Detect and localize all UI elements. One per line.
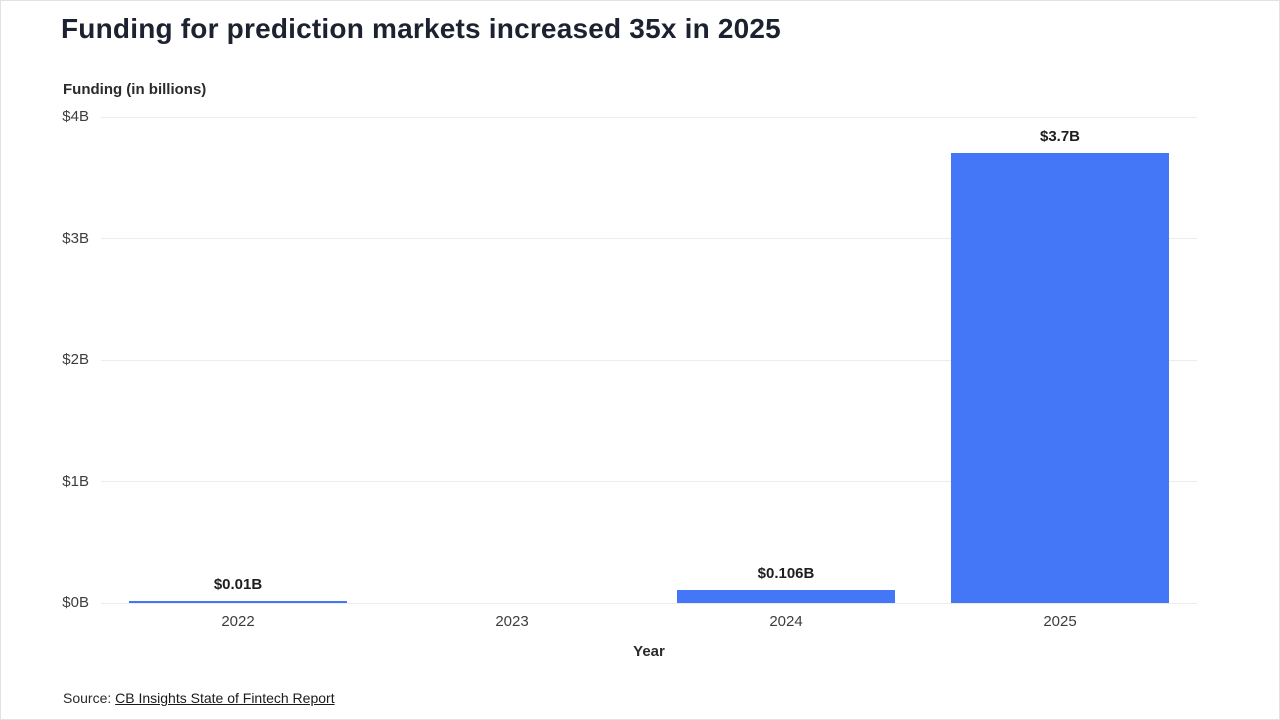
gridline (101, 602, 1197, 604)
y-tick-label: $3B (62, 229, 89, 247)
y-tick-label: $4B (62, 108, 89, 125)
y-axis-title: Funding (in billions) (63, 81, 207, 98)
x-tick-label: 2022 (221, 613, 255, 630)
source-prefix: Source: (63, 690, 116, 706)
gridline (101, 116, 1197, 118)
y-tick-label: $2B (62, 351, 89, 368)
x-tick-label: 2023 (495, 613, 529, 630)
x-tick-label: 2025 (1043, 613, 1077, 630)
y-tick-label: $0B (62, 594, 89, 611)
x-axis-title: Year (633, 643, 665, 660)
bar-2022 (129, 601, 347, 603)
source-link[interactable]: CB Insights State of Fintech Report (115, 690, 335, 706)
bar-value-label: $3.7B (1039, 128, 1081, 146)
source-line: Source: CB Insights State of Fintech Rep… (63, 690, 335, 706)
bar-2024 (677, 590, 895, 603)
plot-area: $0B $1B $2B $3B $4B $0.01B 2022 2023 $0.106B 2024… (62, 108, 1197, 630)
gridline (101, 238, 1197, 239)
bar-value-label: $0.01B (213, 576, 263, 593)
bar-2025 (951, 153, 1169, 603)
gridline (101, 359, 1197, 361)
bar-value-label: $0.106B (757, 565, 815, 583)
chart-title: Funding for prediction markets increased… (61, 13, 781, 44)
y-tick-label: $1B (62, 472, 89, 490)
gridline (101, 481, 1197, 482)
x-tick-label: 2024 (769, 613, 803, 630)
